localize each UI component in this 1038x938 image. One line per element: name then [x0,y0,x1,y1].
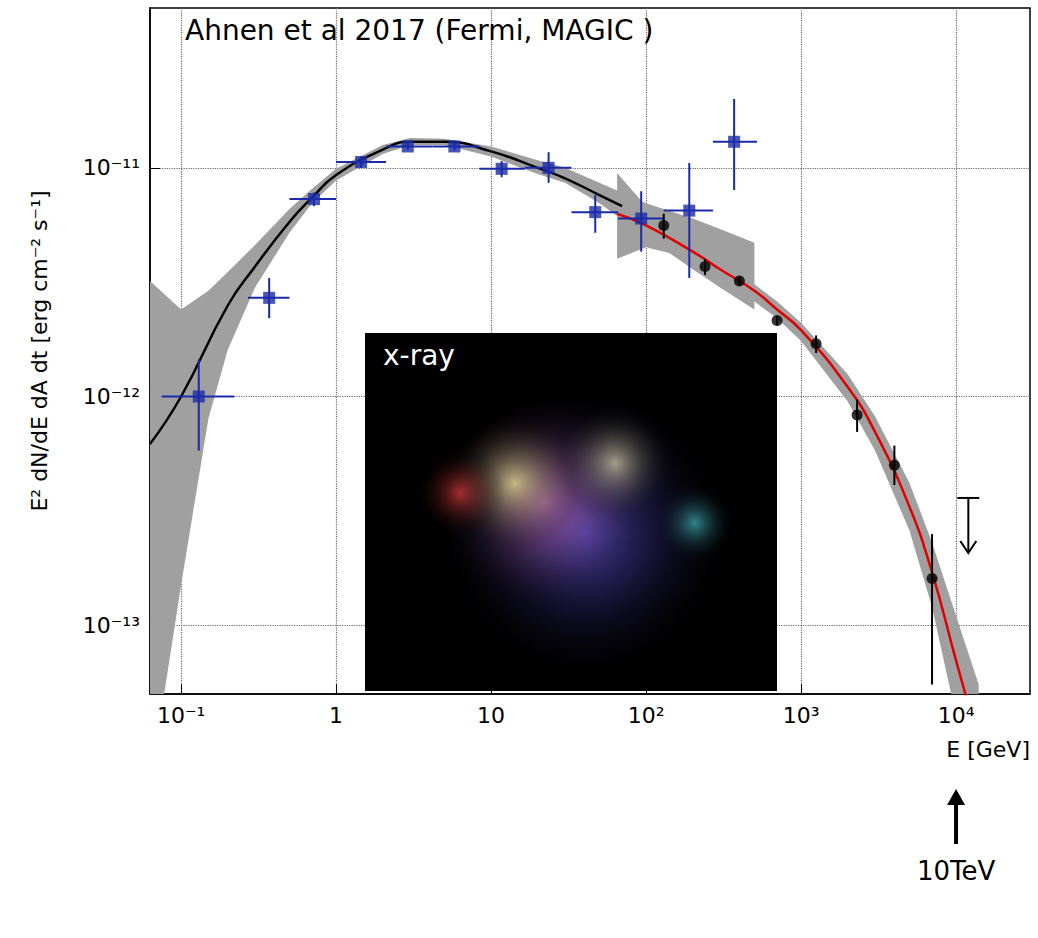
svg-text:10: 10 [477,703,505,728]
svg-text:E [GeV]: E [GeV] [946,737,1030,762]
svg-text:10⁻¹²: 10⁻¹² [83,384,140,409]
svg-text:x-ray: x-ray [383,339,455,372]
svg-text:10³: 10³ [783,703,820,728]
svg-text:10²: 10² [628,703,665,728]
svg-text:10TeV: 10TeV [917,856,996,886]
svg-text:10⁻¹: 10⁻¹ [157,703,205,728]
svg-text:Ahnen et al 2017 (Fermi, MAGIC: Ahnen et al 2017 (Fermi, MAGIC ) [185,14,653,47]
svg-text:E² dN/dE dA dt [erg cm⁻² s⁻¹]: E² dN/dE dA dt [erg cm⁻² s⁻¹] [27,190,52,511]
svg-text:10⁴: 10⁴ [938,703,975,728]
svg-text:1: 1 [329,703,343,728]
svg-text:10⁻¹¹: 10⁻¹¹ [83,155,140,180]
svg-text:10⁻¹³: 10⁻¹³ [83,613,140,638]
